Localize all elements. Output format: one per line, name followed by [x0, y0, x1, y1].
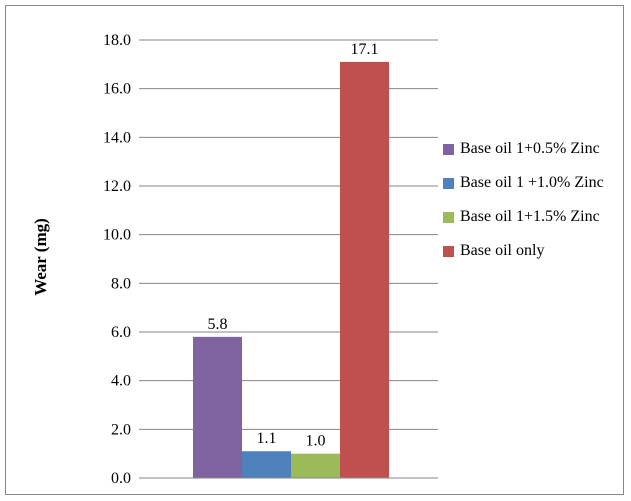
bar — [291, 453, 340, 478]
y-tick-label: 8.0 — [111, 275, 131, 292]
y-tick-label: 14.0 — [103, 129, 131, 146]
bars — [193, 61, 389, 479]
data-label: 1.1 — [257, 430, 277, 447]
legend-swatch-1 — [443, 178, 454, 189]
data-label: 17.1 — [351, 41, 379, 58]
legend-swatch-2 — [443, 212, 454, 223]
legend-swatch-0 — [443, 144, 454, 155]
legend-item: Base oil 1+0.5% Zinc — [443, 137, 623, 161]
y-tick-label: 2.0 — [111, 421, 131, 438]
data-label: 5.8 — [208, 316, 228, 333]
legend-label-2: Base oil 1+1.5% Zinc — [460, 208, 600, 225]
y-tick-label: 12.0 — [103, 178, 131, 195]
legend-item: Base oil only — [443, 239, 623, 263]
y-tick-label: 4.0 — [111, 373, 131, 390]
legend-label-0: Base oil 1+0.5% Zinc — [460, 140, 600, 157]
y-axis-label: Wear (mg) — [31, 218, 50, 296]
legend-label-1: Base oil 1 +1.0% Zinc — [460, 174, 604, 191]
bar — [193, 336, 242, 478]
data-labels: 5.8 1.1 1.0 17.1 — [208, 41, 379, 450]
legend: Base oil 1+0.5% Zinc Base oil 1 +1.0% Zi… — [443, 137, 623, 273]
legend-item: Base oil 1 +1.0% Zinc — [443, 171, 623, 195]
gridlines — [145, 39, 438, 430]
bar — [242, 451, 291, 478]
data-label: 1.0 — [306, 433, 326, 450]
y-axis-ticks: 0.0 2.0 4.0 6.0 8.0 10.0 12.0 14.0 16.0 18.0 — [103, 32, 145, 487]
y-tick-label: 18.0 — [103, 32, 131, 49]
y-tick-label: 6.0 — [111, 324, 131, 341]
y-tick-label: 16.0 — [103, 81, 131, 98]
bar — [340, 61, 389, 479]
y-tick-label: 10.0 — [103, 227, 131, 244]
chart-frame — [5, 5, 624, 495]
legend-item: Base oil 1+1.5% Zinc — [443, 205, 623, 229]
legend-label-3: Base oil only — [460, 242, 545, 259]
y-tick-label: 0.0 — [111, 470, 131, 487]
legend-swatch-3 — [443, 246, 454, 257]
